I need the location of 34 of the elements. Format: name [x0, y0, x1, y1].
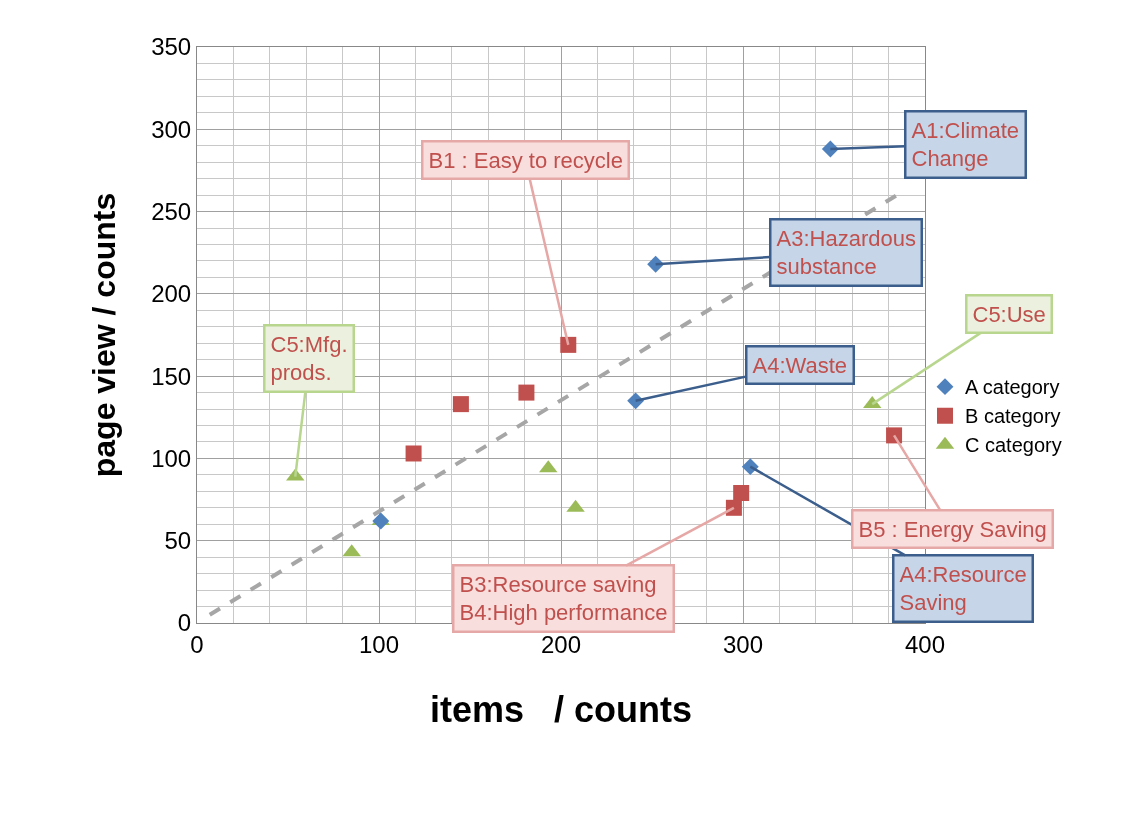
y-tick-label: 100 — [151, 444, 192, 472]
x-tick-label: 100 — [358, 630, 400, 658]
annotation: A3:Hazardous substance — [776, 225, 916, 280]
y-tick-label: 50 — [164, 527, 192, 555]
legend-label: A category — [965, 376, 1060, 399]
point — [372, 512, 390, 530]
point — [405, 445, 422, 462]
x-tick-label: 400 — [904, 630, 946, 658]
point — [452, 396, 469, 413]
y-tick-label: 250 — [151, 197, 192, 225]
point — [518, 384, 535, 401]
y-tick-label: 200 — [151, 280, 192, 308]
annotation: A4:Waste — [752, 352, 848, 378]
annotation: A1:Climate Change — [911, 117, 1020, 172]
x-tick-label: 200 — [540, 630, 582, 658]
y-tick-label: 150 — [151, 362, 192, 390]
point — [886, 427, 903, 444]
x-tick-label: 300 — [722, 630, 764, 658]
point — [725, 499, 742, 516]
y-tick-label: 300 — [151, 115, 192, 143]
point — [560, 336, 577, 353]
legend-label: B category — [965, 405, 1061, 428]
legend-label: C category — [965, 434, 1062, 457]
annotation: B3:Resource saving B4:High performance — [459, 571, 668, 626]
x-axis-title: items / counts — [429, 689, 693, 731]
y-tick-label: 350 — [151, 33, 192, 61]
y-axis-title: page view / counts — [86, 192, 123, 478]
annotation: C5:Mfg. prods. — [270, 331, 348, 386]
point — [733, 484, 750, 501]
annotation: C5:Use — [972, 301, 1046, 327]
annotation: A4:Resource Saving — [899, 561, 1027, 616]
annotation: B1 : Easy to recycle — [428, 147, 623, 173]
y-tick-label: 0 — [177, 609, 192, 637]
annotation: B5 : Energy Saving — [858, 516, 1047, 542]
